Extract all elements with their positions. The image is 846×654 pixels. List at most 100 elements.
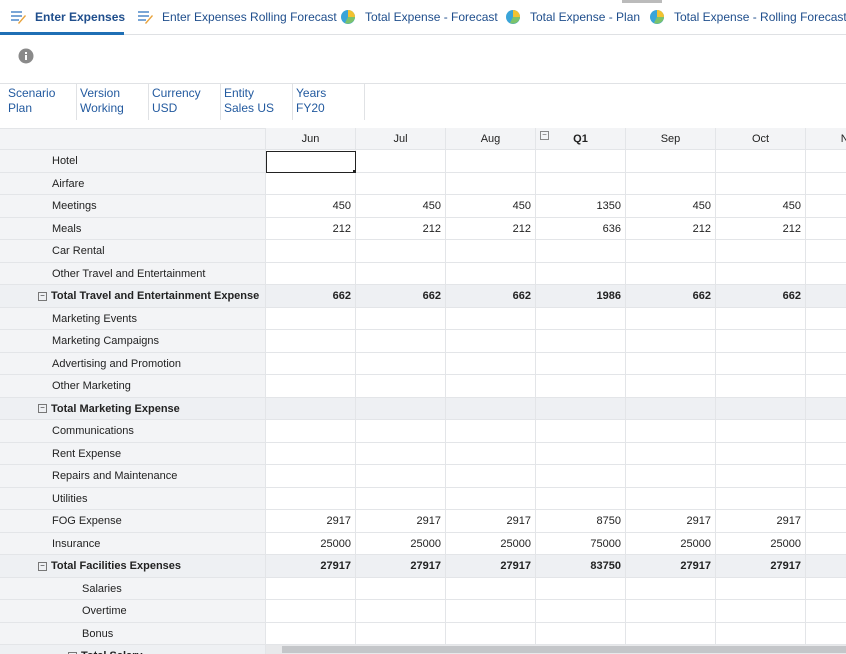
data-cell[interactable]: 212 [716, 217, 806, 240]
data-cell[interactable] [806, 307, 846, 330]
data-cell[interactable] [266, 375, 356, 398]
data-cell[interactable] [626, 352, 716, 375]
data-cell[interactable] [806, 600, 846, 623]
data-cell[interactable] [806, 420, 846, 443]
data-cell[interactable] [266, 240, 356, 263]
data-cell[interactable] [356, 622, 446, 645]
data-cell[interactable] [806, 622, 846, 645]
data-cell[interactable] [716, 262, 806, 285]
data-cell[interactable] [536, 600, 626, 623]
data-cell[interactable] [446, 577, 536, 600]
data-cell[interactable] [626, 150, 716, 173]
data-cell[interactable]: 8750 [536, 510, 626, 533]
data-cell[interactable] [626, 262, 716, 285]
data-cell[interactable] [266, 262, 356, 285]
column-header[interactable]: Jul [356, 128, 446, 150]
data-cell[interactable]: 27917 [716, 555, 806, 578]
data-cell[interactable] [806, 465, 846, 488]
data-cell[interactable]: 27917 [446, 555, 536, 578]
data-cell[interactable]: 450 [446, 195, 536, 218]
data-cell[interactable]: 2917 [356, 510, 446, 533]
data-cell[interactable] [446, 330, 536, 353]
data-cell[interactable]: 2917 [446, 510, 536, 533]
pov-item[interactable]: Years FY20 [296, 86, 326, 120]
data-cell[interactable] [806, 510, 846, 533]
data-cell[interactable]: 212 [626, 217, 716, 240]
data-cell[interactable] [716, 442, 806, 465]
collapse-icon[interactable]: − [540, 131, 549, 140]
data-cell[interactable]: 212 [356, 217, 446, 240]
scrollbar-thumb[interactable] [282, 646, 846, 653]
data-cell[interactable] [716, 397, 806, 420]
column-header[interactable]: Nov [806, 128, 846, 150]
data-cell[interactable] [806, 577, 846, 600]
data-cell[interactable] [446, 352, 536, 375]
data-cell[interactable] [626, 375, 716, 398]
data-cell[interactable] [536, 150, 626, 173]
tab[interactable]: Total Expense - Plan [505, 0, 640, 34]
collapse-icon[interactable]: − [38, 561, 47, 571]
data-cell[interactable]: 212 [266, 217, 356, 240]
data-cell[interactable] [356, 240, 446, 263]
data-cell[interactable]: 450 [266, 195, 356, 218]
data-cell[interactable] [716, 465, 806, 488]
data-cell[interactable]: 1350 [536, 195, 626, 218]
data-cell[interactable] [266, 330, 356, 353]
data-cell[interactable] [806, 217, 846, 240]
data-cell[interactable] [806, 285, 846, 308]
data-cell[interactable]: 450 [356, 195, 446, 218]
data-cell[interactable] [266, 307, 356, 330]
data-cell[interactable] [716, 240, 806, 263]
data-cell[interactable] [536, 487, 626, 510]
data-cell[interactable] [806, 330, 846, 353]
data-cell[interactable] [266, 600, 356, 623]
data-cell[interactable] [356, 420, 446, 443]
data-cell[interactable] [356, 330, 446, 353]
collapse-icon[interactable]: − [68, 651, 77, 654]
data-cell[interactable]: 662 [266, 285, 356, 308]
data-cell[interactable] [266, 622, 356, 645]
data-cell[interactable] [716, 622, 806, 645]
pov-item[interactable]: Version Working [80, 86, 124, 120]
tab[interactable]: Total Expense - Forecast [340, 0, 498, 34]
column-header[interactable]: Sep [626, 128, 716, 150]
data-cell[interactable]: 25000 [626, 532, 716, 555]
pov-item[interactable]: Currency USD [152, 86, 201, 120]
data-cell[interactable] [536, 375, 626, 398]
data-cell[interactable] [446, 465, 536, 488]
data-cell[interactable] [446, 420, 536, 443]
data-cell[interactable]: 450 [716, 195, 806, 218]
data-cell[interactable] [446, 307, 536, 330]
data-cell[interactable]: 662 [626, 285, 716, 308]
data-cell[interactable] [356, 600, 446, 623]
data-cell[interactable] [806, 352, 846, 375]
pov-item[interactable]: Scenario Plan [8, 86, 55, 120]
data-cell[interactable] [536, 420, 626, 443]
data-cell[interactable]: 2917 [266, 510, 356, 533]
data-cell[interactable] [356, 262, 446, 285]
data-cell[interactable] [536, 577, 626, 600]
tab[interactable]: Total Expense - Rolling Forecast [649, 0, 846, 34]
data-cell[interactable] [716, 375, 806, 398]
data-cell[interactable]: 27917 [356, 555, 446, 578]
data-cell[interactable] [716, 600, 806, 623]
data-cell[interactable] [536, 465, 626, 488]
data-cell[interactable]: 25000 [446, 532, 536, 555]
data-cell[interactable] [446, 487, 536, 510]
data-cell[interactable] [266, 577, 356, 600]
data-cell[interactable] [356, 150, 446, 173]
data-cell[interactable] [626, 442, 716, 465]
data-cell[interactable] [626, 307, 716, 330]
data-cell[interactable] [716, 307, 806, 330]
data-cell[interactable]: 450 [626, 195, 716, 218]
data-cell[interactable] [716, 150, 806, 173]
data-cell[interactable] [536, 352, 626, 375]
data-cell[interactable] [626, 330, 716, 353]
data-cell[interactable] [536, 330, 626, 353]
data-cell[interactable] [716, 577, 806, 600]
data-cell[interactable]: 75000 [536, 532, 626, 555]
info-icon[interactable] [18, 48, 34, 64]
data-cell[interactable] [446, 442, 536, 465]
data-cell[interactable] [356, 352, 446, 375]
data-cell[interactable] [716, 330, 806, 353]
